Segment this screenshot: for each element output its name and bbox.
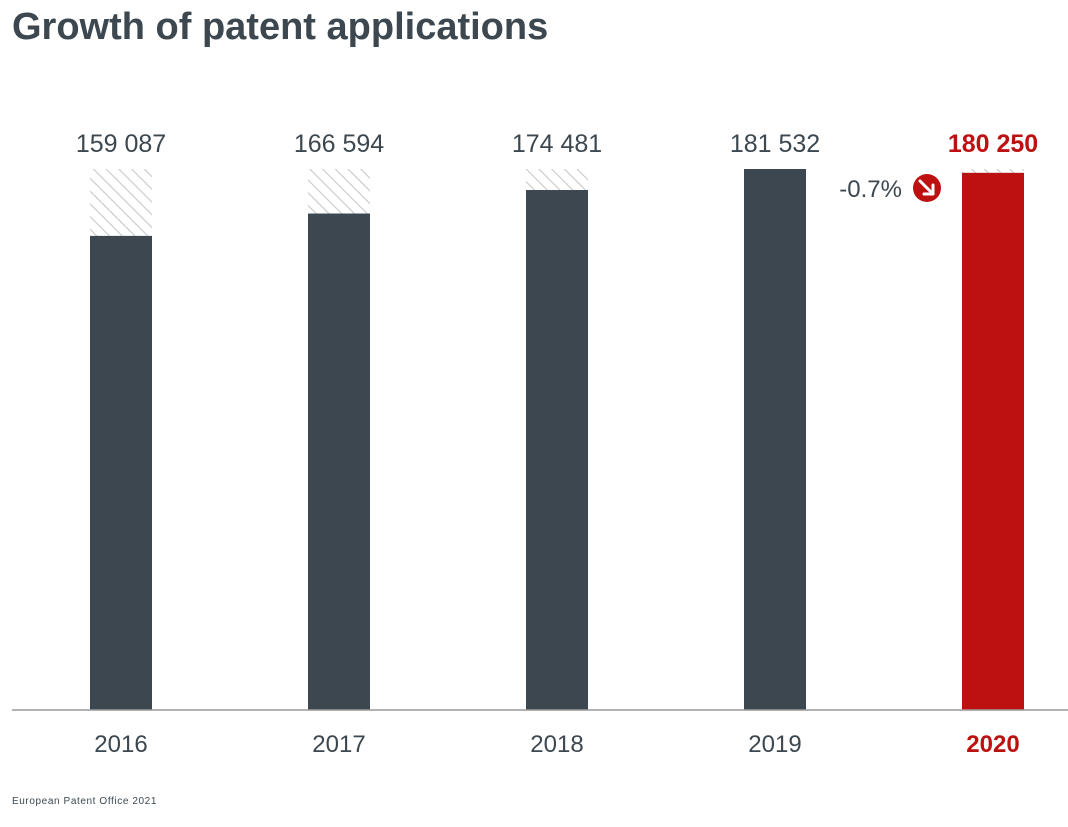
- hatch-gap-2017: [308, 169, 370, 214]
- bar-2018: [526, 190, 588, 711]
- bar-2017: [308, 213, 370, 710]
- hatch-gap-2020: [962, 169, 1024, 173]
- tick-label-2017: 2017: [312, 731, 365, 758]
- tick-label-2016: 2016: [94, 731, 147, 758]
- tick-label-2019: 2019: [748, 731, 801, 758]
- hatch-gap-2018: [526, 169, 588, 191]
- value-label-2018: 174 481: [512, 130, 602, 158]
- arrow-down-right-icon: [913, 174, 941, 202]
- chart-title: Growth of patent applications: [12, 6, 549, 48]
- bar-2020: [962, 172, 1024, 710]
- hatch-gap-2016: [90, 169, 152, 236]
- value-label-2016: 159 087: [76, 130, 166, 158]
- tick-label-2018: 2018: [530, 731, 583, 758]
- source-footer: European Patent Office 2021: [12, 796, 157, 807]
- value-label-2020: 180 250: [948, 130, 1038, 158]
- tick-label-2020: 2020: [966, 731, 1019, 758]
- change-label: -0.7%: [839, 176, 902, 203]
- bar-2016: [90, 235, 152, 710]
- value-label-2019: 181 532: [730, 130, 820, 158]
- value-label-2017: 166 594: [294, 130, 384, 158]
- bar-2019: [744, 169, 806, 710]
